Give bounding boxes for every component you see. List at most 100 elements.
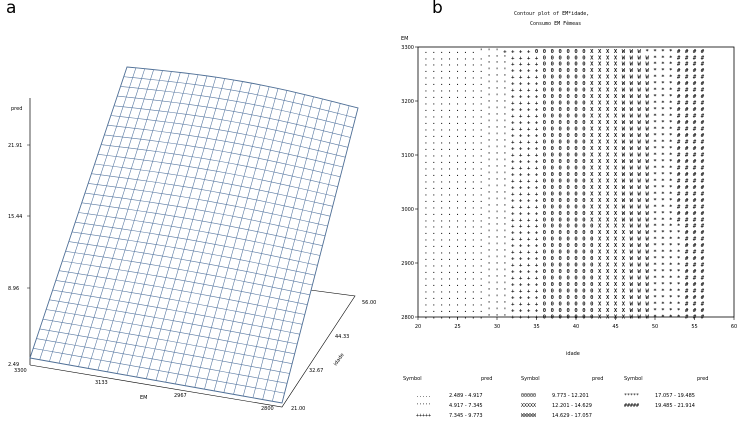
contour-symbol: . bbox=[479, 197, 483, 204]
contour-symbol: # bbox=[693, 302, 697, 308]
contour-symbol: . bbox=[471, 223, 475, 230]
contour-symbol: . bbox=[471, 119, 475, 126]
contour-symbol: . bbox=[471, 281, 475, 288]
contour-symbol: + bbox=[535, 140, 539, 146]
contour-symbol: W bbox=[645, 62, 649, 68]
contour-symbol: . bbox=[448, 158, 452, 165]
contour-symbol: . bbox=[456, 223, 460, 230]
contour-symbol: ' bbox=[487, 275, 491, 282]
mesh-line bbox=[204, 90, 288, 390]
contour-symbol: X bbox=[606, 263, 610, 269]
contour-symbol: + bbox=[519, 55, 523, 61]
contour-symbol: * bbox=[677, 276, 680, 282]
contour-symbol: X bbox=[606, 282, 610, 288]
contour-symbol: + bbox=[527, 263, 531, 269]
contour-symbol: 0 bbox=[566, 198, 569, 204]
contour-symbol: + bbox=[519, 256, 523, 262]
contour-symbol: ' bbox=[495, 151, 499, 158]
contour-symbol: X bbox=[590, 159, 594, 165]
contour-symbol: # bbox=[685, 295, 689, 301]
contour-symbol: 0 bbox=[543, 55, 546, 61]
contour-symbol: 0 bbox=[574, 204, 577, 210]
contour-symbol: W bbox=[638, 289, 642, 295]
contour-symbol: X bbox=[622, 295, 626, 301]
contour-symbol: . bbox=[471, 74, 475, 81]
contour-symbol: 0 bbox=[582, 269, 585, 275]
contour-symbol: 0 bbox=[559, 172, 562, 178]
contour-symbol: . bbox=[464, 80, 468, 87]
contour-symbol: X bbox=[614, 81, 618, 87]
contour-symbol: 0 bbox=[543, 81, 546, 87]
contour-symbol: # bbox=[701, 243, 705, 249]
contour-symbol: . bbox=[432, 48, 436, 55]
contour-symbol: W bbox=[638, 263, 642, 269]
contour-symbol: # bbox=[701, 230, 705, 236]
contour-symbol: * bbox=[669, 146, 672, 152]
contour-symbol: + bbox=[503, 49, 507, 55]
y-axis-label: idade bbox=[333, 352, 346, 367]
contour-symbol: * bbox=[653, 302, 656, 308]
contour-symbol: 0 bbox=[551, 211, 554, 217]
contour-symbol: 0 bbox=[566, 133, 569, 139]
contour-symbol: W bbox=[630, 295, 634, 301]
contour-symbol: 0 bbox=[566, 81, 569, 87]
contour-symbol: X bbox=[606, 159, 610, 165]
contour-symbol: . bbox=[424, 61, 428, 68]
contour-symbol: X bbox=[614, 263, 618, 269]
contour-symbol: 0 bbox=[574, 62, 577, 68]
chart-title: Contour plot of EM*idade, bbox=[514, 11, 589, 17]
contour-symbol: + bbox=[527, 302, 531, 308]
contour-symbol: . bbox=[424, 171, 428, 178]
contour-symbol: . bbox=[424, 229, 428, 236]
z-tick-label: 8.96 bbox=[8, 286, 19, 292]
contour-symbol: + bbox=[511, 295, 515, 301]
contour-symbol: # bbox=[677, 165, 681, 171]
contour-symbol: # bbox=[693, 185, 697, 191]
contour-symbol: * bbox=[653, 114, 656, 120]
contour-symbol: X bbox=[622, 282, 626, 288]
contour-symbol: W bbox=[622, 107, 626, 113]
contour-symbol: 0 bbox=[543, 172, 546, 178]
contour-symbol: + bbox=[535, 243, 539, 249]
contour-symbol: . bbox=[432, 210, 436, 217]
contour-symbol: . bbox=[464, 119, 468, 126]
contour-symbol: * bbox=[661, 81, 664, 87]
contour-symbol: * bbox=[669, 75, 672, 81]
contour-symbol: . bbox=[424, 74, 428, 81]
contour-symbol: 0 bbox=[566, 127, 569, 133]
contour-symbol: X bbox=[598, 217, 602, 223]
contour-symbol: W bbox=[622, 120, 626, 126]
contour-symbol: ' bbox=[503, 281, 507, 288]
contour-symbol: X bbox=[598, 165, 602, 171]
contour-symbol: + bbox=[511, 237, 515, 243]
contour-symbol: ' bbox=[503, 223, 507, 230]
contour-symbol: ' bbox=[495, 158, 499, 165]
contour-symbol: . bbox=[456, 74, 460, 81]
contour-symbol: . bbox=[448, 74, 452, 81]
contour-symbol: . bbox=[456, 126, 460, 133]
contour-symbol: ' bbox=[495, 48, 499, 55]
contour-symbol: 0 bbox=[551, 88, 554, 94]
contour-symbol: W bbox=[645, 276, 649, 282]
contour-symbol: . bbox=[424, 210, 428, 217]
contour-symbol: ' bbox=[487, 171, 491, 178]
contour-symbol: # bbox=[701, 88, 705, 94]
contour-symbol: W bbox=[638, 152, 642, 158]
contour-symbol: X bbox=[598, 295, 602, 301]
contour-symbol: 0 bbox=[559, 55, 562, 61]
contour-symbol: 0 bbox=[566, 146, 569, 152]
contour-symbol: . bbox=[464, 288, 468, 295]
contour-symbol: X bbox=[598, 159, 602, 165]
contour-symbol: . bbox=[424, 203, 428, 210]
contour-symbol: X bbox=[598, 94, 602, 100]
contour-symbol: X bbox=[622, 224, 626, 230]
contour-symbol: # bbox=[685, 120, 689, 126]
contour-symbol: . bbox=[448, 80, 452, 87]
contour-symbol: + bbox=[511, 282, 515, 288]
contour-symbol: * bbox=[661, 263, 664, 269]
contour-symbol: * bbox=[669, 314, 672, 320]
contour-symbol: 0 bbox=[559, 295, 562, 301]
contour-symbol: # bbox=[693, 308, 697, 314]
contour-symbol: 0 bbox=[566, 114, 569, 120]
contour-symbol: 0 bbox=[551, 114, 554, 120]
